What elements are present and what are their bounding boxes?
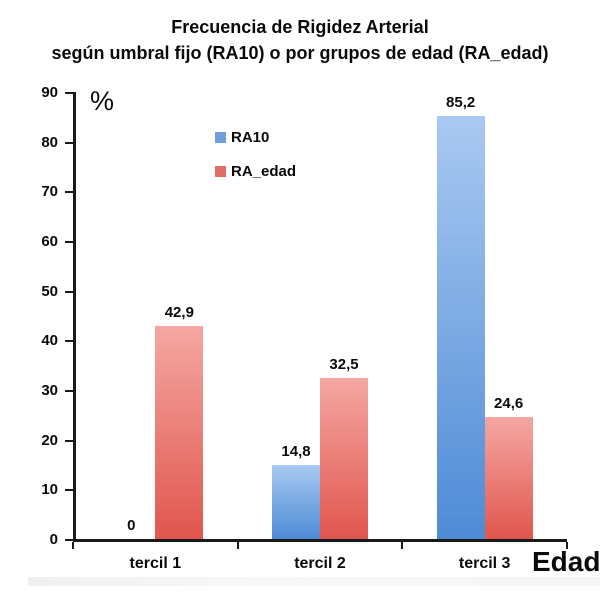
y-axis-unit-label: % bbox=[90, 86, 115, 116]
legend-item-ra10: RA10 bbox=[215, 129, 296, 146]
y-axis bbox=[73, 92, 76, 542]
bar-value-label: 14,8 bbox=[281, 443, 311, 460]
x-category-label: tercil 3 bbox=[458, 555, 511, 572]
legend-label-ra-edad: RA_edad bbox=[231, 163, 297, 180]
x-tick-mark bbox=[401, 542, 404, 549]
y-tick-mark bbox=[65, 290, 73, 293]
chart-title: Frecuencia de Rigidez Arterial según umb… bbox=[0, 14, 600, 66]
legend-swatch-ra-edad bbox=[215, 166, 226, 177]
y-tick-mark bbox=[65, 241, 73, 243]
y-tick-mark bbox=[65, 92, 73, 94]
bar-ra-edad-tercil-1 bbox=[155, 326, 204, 539]
bar-value-label: 42,9 bbox=[164, 304, 194, 321]
y-tick-label: 50 bbox=[41, 282, 58, 300]
y-tick-mark bbox=[65, 390, 73, 392]
x-category-label: tercil 1 bbox=[129, 555, 182, 572]
bar-value-label: 32,5 bbox=[329, 356, 359, 373]
bar-ra10-tercil-3 bbox=[436, 116, 485, 539]
y-tick-label: 40 bbox=[41, 332, 58, 350]
y-tick-label: 60 bbox=[41, 233, 58, 250]
legend-swatch-ra10 bbox=[215, 132, 226, 143]
legend: RA10 RA_edad bbox=[215, 129, 296, 197]
y-tick-label: 80 bbox=[41, 133, 58, 151]
x-axis-title: Edad bbox=[532, 546, 600, 577]
y-tick-mark bbox=[65, 439, 73, 442]
legend-label-ra10: RA10 bbox=[231, 129, 270, 146]
y-tick-mark bbox=[65, 539, 73, 541]
bar-value-label: 0 bbox=[127, 517, 136, 534]
x-axis bbox=[73, 539, 567, 542]
bar-ra-edad-tercil-3 bbox=[484, 417, 533, 539]
y-tick-mark bbox=[65, 141, 73, 144]
chart-title-line2: según umbral fijo (RA10) o por grupos de… bbox=[51, 43, 549, 63]
y-tick-label: 90 bbox=[41, 84, 58, 101]
bar-value-label: 24,6 bbox=[494, 395, 524, 412]
legend-item-ra-edad: RA_edad bbox=[215, 163, 296, 180]
bar-value-label: 85,2 bbox=[446, 94, 476, 111]
x-tick-mark bbox=[566, 542, 568, 549]
y-tick-label: 10 bbox=[41, 481, 58, 499]
bar-ra-edad-tercil-2 bbox=[320, 378, 368, 539]
y-tick-label: 0 bbox=[49, 531, 58, 548]
x-tick-mark bbox=[236, 542, 239, 549]
image-edge-artifact bbox=[28, 577, 600, 586]
x-tick-mark bbox=[72, 542, 74, 549]
bar-ra10-tercil-2 bbox=[272, 465, 320, 539]
y-tick-label: 20 bbox=[41, 431, 58, 449]
y-tick-mark bbox=[65, 191, 73, 194]
chart-title-line1: Frecuencia de Rigidez Arterial bbox=[171, 17, 429, 37]
x-category-label: tercil 2 bbox=[294, 555, 346, 572]
y-tick-label: 70 bbox=[41, 183, 58, 201]
y-tick-label: 30 bbox=[41, 382, 58, 399]
y-tick-mark bbox=[65, 489, 73, 492]
y-tick-mark bbox=[65, 340, 73, 343]
